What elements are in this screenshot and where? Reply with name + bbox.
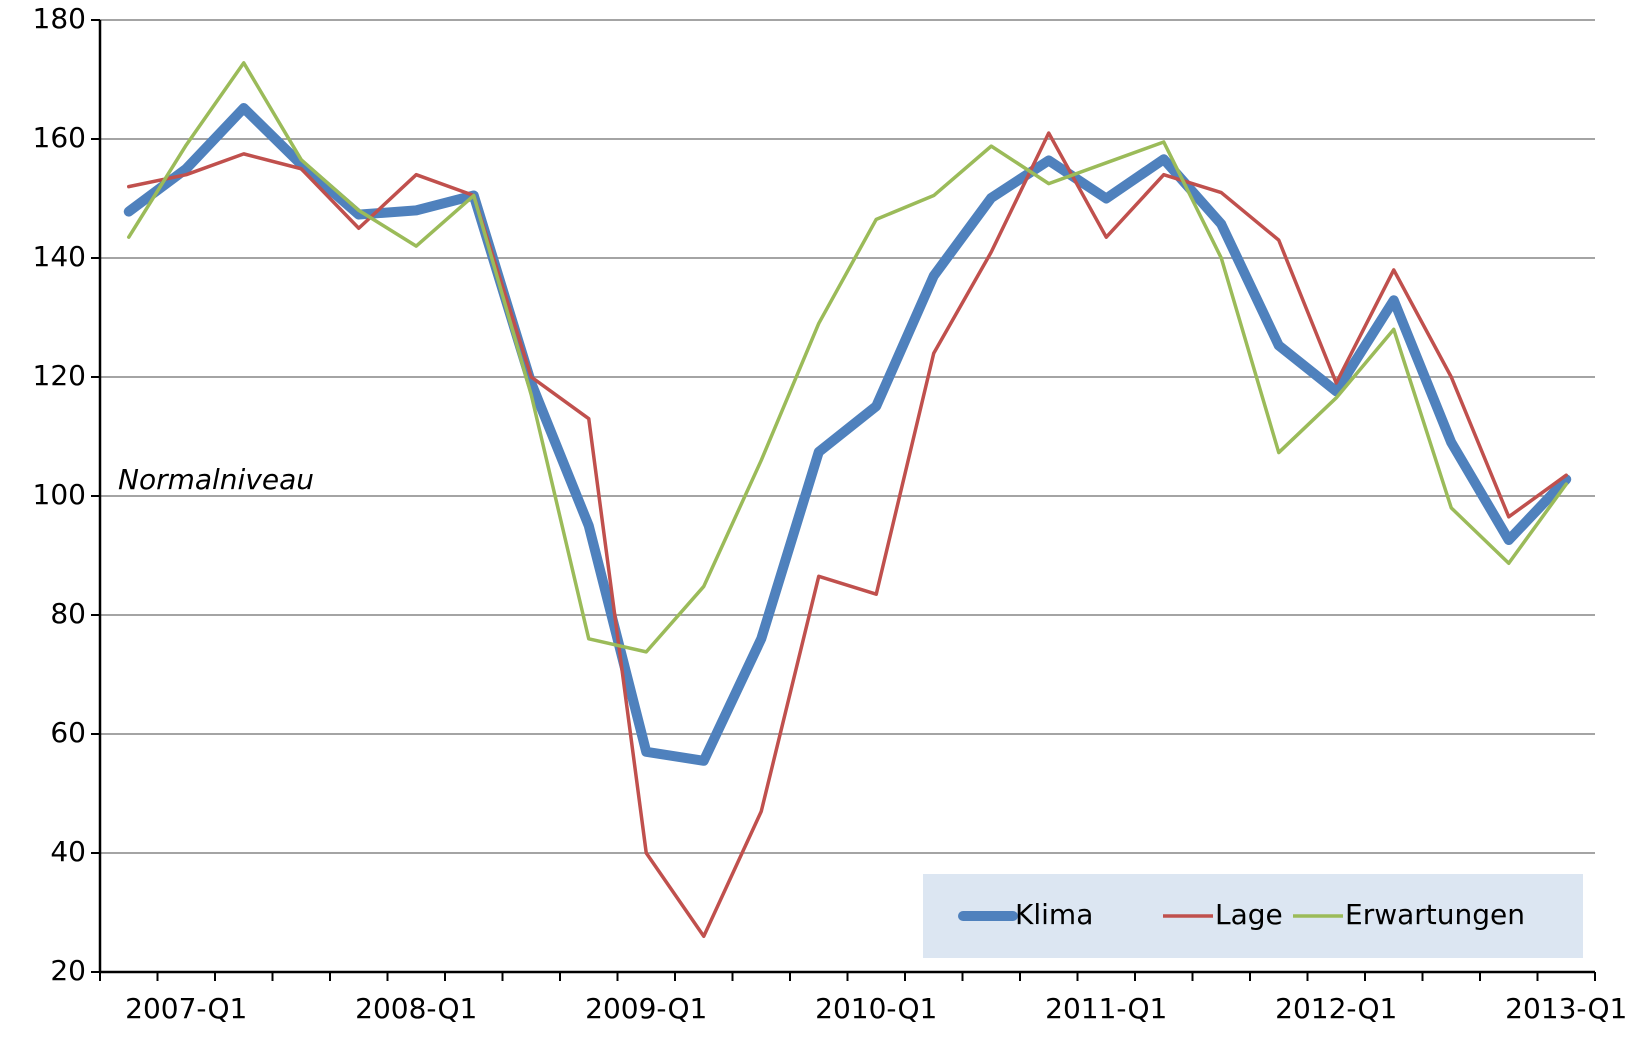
x-tick-label: 2012-Q1 (1275, 992, 1397, 1025)
y-tick-label: 160 (33, 121, 86, 154)
series-line (123, 103, 1572, 766)
annotation: Normalniveau (118, 463, 314, 496)
x-tick-label: 2008-Q1 (355, 992, 477, 1025)
x-tick-label: 2011-Q1 (1045, 992, 1167, 1025)
x-tick-label: 2009-Q1 (585, 992, 707, 1025)
y-tick-label: 80 (50, 597, 86, 630)
x-tick-label: 2010-Q1 (815, 992, 937, 1025)
y-tick-label: 60 (50, 716, 86, 749)
legend-label: Erwartungen (1345, 898, 1525, 931)
x-tick-label: 2013-Q1 (1505, 992, 1627, 1025)
legend-label: Lage (1215, 898, 1283, 931)
y-tick-label: 120 (33, 359, 86, 392)
series-line (127, 131, 1568, 939)
x-tick-label: 2007-Q1 (125, 992, 247, 1025)
series-line (127, 61, 1568, 654)
legend-label: Klima (1015, 898, 1093, 931)
y-tick-label: 20 (50, 954, 86, 987)
legend-box (923, 874, 1583, 958)
y-tick-label: 100 (33, 478, 86, 511)
y-tick-label: 180 (33, 2, 86, 35)
y-tick-label: 40 (50, 835, 86, 868)
y-tick-label: 140 (33, 240, 86, 273)
